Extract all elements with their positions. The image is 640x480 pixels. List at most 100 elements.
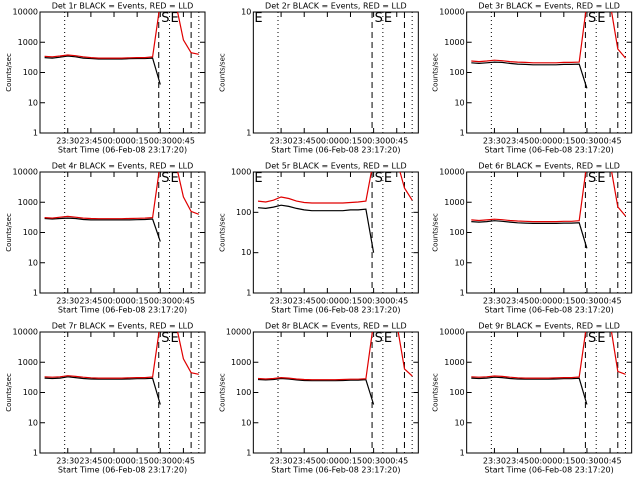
y-axis-label: Counts/sec [432,213,440,252]
y-tick-label: 1000 [231,168,251,177]
panel: Det 3r BLACK = Events, RED = LLD 1 10 100 10… [432,2,633,155]
series-line [44,12,199,59]
y-tick-label: 100 [449,388,464,397]
plot-frame [252,171,419,294]
y-axis-label: Counts/sec [5,53,13,92]
x-tick-label: 00:30 [149,457,172,466]
y-tick-label: 1 [246,129,251,138]
x-tick-label: 00:30 [362,137,385,146]
series-line [257,204,375,253]
y-tick-label: 1000 [18,198,38,207]
y-axis-label: Counts/sec [432,53,440,92]
series-line [44,55,161,85]
y-tick-label: 10000 [226,328,251,337]
y-axis-label: Counts/sec [218,373,226,412]
y-tick-label: 1000 [444,198,464,207]
x-axis-label: Start Time (06-Feb-08 23:17:20) [485,306,614,315]
x-tick-label: 00:00 [316,457,339,466]
annotation: S [375,171,383,186]
x-tick-label: 23:30 [56,297,79,306]
y-tick-label: 1 [460,129,465,138]
x-axis-label: Start Time (06-Feb-08 23:17:20) [485,146,614,155]
y-axis-label: Counts/sec [218,53,226,92]
annotation: S [161,171,169,186]
x-tick-label: 00:00 [102,137,125,146]
x-tick-label: 00:45 [599,297,622,306]
series-line [257,377,375,405]
x-axis-label: Start Time (06-Feb-08 23:17:20) [485,466,614,475]
y-tick-label: 10 [28,418,38,427]
x-tick-label: 00:45 [172,297,195,306]
chart-title: Det 5r BLACK = Events, RED = LLD [265,162,407,171]
x-tick-label: 23:45 [79,137,102,146]
x-tick-label: 00:15 [339,457,362,466]
x-axis-label: Start Time (06-Feb-08 23:17:20) [271,306,400,315]
y-tick-label: 10 [241,248,251,257]
annotation: E [171,171,179,186]
x-tick-label: 00:45 [599,457,622,466]
series-line [471,376,588,405]
chart-title: Det 6r BLACK = Events, RED = LLD [478,162,620,171]
x-tick-label: 00:15 [339,137,362,146]
chart-title: Det 4r BLACK = Events, RED = LLD [52,162,194,171]
y-tick-label: 1000 [444,358,464,367]
y-tick-label: 10 [28,258,38,267]
x-tick-label: 23:45 [293,297,316,306]
y-tick-label: 100 [449,228,464,237]
x-axis-label: Start Time (06-Feb-08 23:17:20) [58,146,187,155]
y-axis-label: Counts/sec [5,373,13,412]
y-tick-label: 1000 [444,38,464,47]
x-tick-label: 00:15 [552,297,575,306]
x-tick-label: 23:30 [270,297,293,306]
x-axis-label: Start Time (06-Feb-08 23:17:20) [271,466,400,475]
x-tick-label: 23:45 [506,297,529,306]
panel: Det 7r BLACK = Events, RED = LLD 1 10 100 10… [5,322,206,475]
y-tick-label: 10 [454,98,464,107]
x-tick-label: 23:45 [79,457,102,466]
x-tick-label: 00:15 [126,137,149,146]
series-line [257,172,413,204]
y-tick-label: 10000 [13,328,38,337]
annotation: E [597,331,605,346]
chart-title: Det 1r BLACK = Events, RED = LLD [52,2,194,11]
y-tick-label: 1 [460,449,465,458]
y-tick-label: 1 [246,449,251,458]
x-tick-label: 00:45 [599,137,622,146]
y-tick-label: 10 [454,258,464,267]
panel: Det 4r BLACK = Events, RED = LLD 1 10 100 10… [5,162,206,315]
y-tick-label: 10000 [13,168,38,177]
x-tick-label: 00:30 [575,457,598,466]
y-tick-label: 1 [33,129,38,138]
x-tick-label: 23:30 [270,457,293,466]
x-tick-label: 23:45 [79,297,102,306]
y-axis-label: Counts/sec [5,213,13,252]
x-tick-label: 23:30 [483,137,506,146]
annotation: S [161,331,169,346]
x-tick-label: 00:15 [339,297,362,306]
annotation: S [588,331,596,346]
annotation: S [588,171,596,186]
y-tick-label: 10 [454,418,464,427]
annotation: E [597,171,605,186]
y-tick-label: 1 [246,289,251,298]
x-tick-label: 23:30 [56,137,79,146]
plot-frame [252,11,419,134]
y-tick-label: 10000 [439,8,464,17]
annotation: S [375,331,383,346]
y-tick-label: 1000 [18,38,38,47]
y-tick-label: 100 [23,228,38,237]
y-tick-label: 10 [28,98,38,107]
annotation: S [161,11,169,26]
annotation: E [254,171,262,186]
x-tick-label: 00:00 [529,297,552,306]
y-tick-label: 100 [449,68,464,77]
annotation: E [597,11,605,26]
y-tick-label: 10000 [439,328,464,337]
x-tick-label: 00:15 [552,457,575,466]
x-tick-label: 00:30 [149,297,172,306]
y-axis-label: Counts/sec [432,373,440,412]
x-tick-label: 00:00 [316,137,339,146]
x-tick-label: 00:00 [102,297,125,306]
y-tick-label: 1 [33,449,38,458]
series-line [471,332,626,379]
